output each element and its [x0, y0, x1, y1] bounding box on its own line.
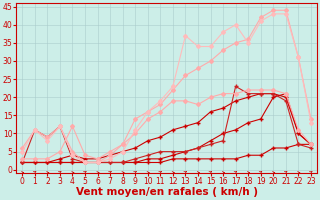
X-axis label: Vent moyen/en rafales ( km/h ): Vent moyen/en rafales ( km/h ) — [76, 187, 258, 197]
